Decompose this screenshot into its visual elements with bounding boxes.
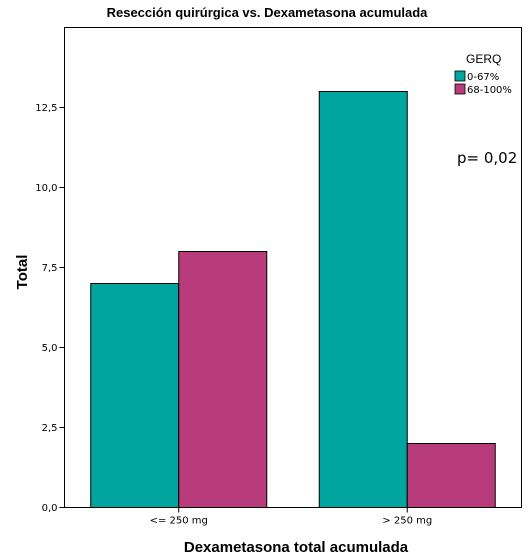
legend-label: 68-100% <box>467 85 512 96</box>
y-tick-label: 12,5 <box>35 103 57 114</box>
y-tick-label: 5,0 <box>42 343 58 354</box>
y-tick-label: 2,5 <box>42 423 58 434</box>
bars <box>90 91 496 508</box>
bar <box>90 283 180 508</box>
legend: GERQ 0-67% 68-100% <box>454 52 512 96</box>
p-value-annotation: p= 0,02 <box>457 149 517 167</box>
bar <box>406 443 496 508</box>
legend-label: 0-67% <box>467 72 499 83</box>
chart-title: Resección quirúrgica vs. Dexametasona ac… <box>107 5 429 20</box>
y-tick-label: 0,0 <box>42 503 58 514</box>
legend-title: GERQ <box>466 52 501 66</box>
bar <box>178 251 268 508</box>
y-tick-label: 7,5 <box>42 263 58 274</box>
legend-swatch <box>454 70 466 82</box>
y-axis-title: Total <box>14 255 31 290</box>
bar <box>318 91 408 508</box>
x-tick-label: > 250 mg <box>382 516 432 527</box>
x-axis: <= 250 mg > 250 mg <box>150 507 432 527</box>
x-tick-label: <= 250 mg <box>150 516 208 527</box>
y-axis: 0,0 2,5 5,0 7,5 10,0 12,5 <box>35 103 65 514</box>
y-tick-label: 10,0 <box>35 183 57 194</box>
x-axis-title: Dexametasona total acumulada <box>184 539 409 556</box>
legend-swatch <box>454 83 466 95</box>
